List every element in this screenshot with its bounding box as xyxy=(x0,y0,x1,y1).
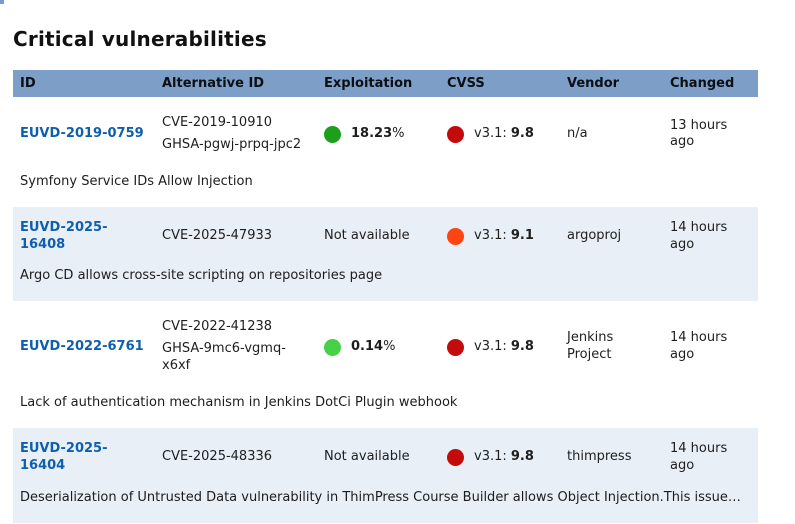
table-row: EUVD-2019-0759 CVE-2019-10910 GHSA-pgwj-… xyxy=(13,97,758,172)
vulnerability-id-link[interactable]: EUVD-2022-6761 xyxy=(20,338,144,354)
alt-id: GHSA-pgwj-prpq-jpc2 xyxy=(162,136,302,152)
description-row: Argo CD allows cross-site scripting on r… xyxy=(13,266,758,302)
column-header-vendor: Vendor xyxy=(560,70,663,97)
column-header-exploitation: Exploitation xyxy=(317,70,440,97)
table-row: EUVD-2025-16408 CVE-2025-47933 Not avail… xyxy=(13,206,758,267)
exploitation-cell: Not available xyxy=(317,427,440,488)
alternative-id-cell: CVE-2019-10910 GHSA-pgwj-prpq-jpc2 xyxy=(155,97,317,172)
vulnerability-description: Symfony Service IDs Allow Injection xyxy=(20,173,253,189)
id-cell: EUVD-2019-0759 xyxy=(13,97,155,172)
alt-id: CVE-2022-41238 xyxy=(162,319,273,335)
alt-id: CVE-2025-48336 xyxy=(162,449,273,465)
cvss-cell: v3.1: 9.8 xyxy=(440,97,560,172)
alt-id: CVE-2025-47933 xyxy=(162,228,273,244)
vendor-cell: argoproj xyxy=(560,206,663,267)
vendor-cell: Jenkins Project xyxy=(567,330,614,363)
alt-id: CVE-2019-10910 xyxy=(162,115,273,130)
exploitation-dot-icon xyxy=(324,125,341,143)
vulnerability-description: Deserialization of Untrusted Data vulner… xyxy=(13,487,758,523)
exploitation-not-available: Not available xyxy=(324,228,410,244)
exploitation-dot-icon xyxy=(324,338,341,356)
table-row: EUVD-2025-16404 CVE-2025-48336 Not avail… xyxy=(13,427,758,488)
column-header-changed: Changed xyxy=(663,70,758,97)
table-row: EUVD-2022-6761 CVE-2022-41238 GHSA-9mc6-… xyxy=(13,301,758,393)
cvss-severity-dot-icon xyxy=(447,125,464,143)
column-header-id: ID xyxy=(13,70,155,97)
exploitation-percent: 18.23% xyxy=(351,125,405,141)
cvss-cell: v3.1: 9.1 xyxy=(440,206,560,267)
exploitation-cell: 18.23% xyxy=(317,97,440,172)
vendor-cell: thimpress xyxy=(560,427,663,488)
description-row: Symfony Service IDs Allow Injection xyxy=(13,172,758,207)
exploitation-percent: 0.14% xyxy=(351,338,396,354)
alt-id: GHSA-9mc6-vgmq-x6xf xyxy=(162,341,286,374)
changed-cell: 13 hours ago xyxy=(670,117,728,150)
changed-cell: 14 hours ago xyxy=(663,206,758,267)
id-cell: EUVD-2022-6761 xyxy=(13,301,155,393)
cvss-score: v3.1: 9.8 xyxy=(474,449,534,465)
corner-artifact xyxy=(0,0,4,4)
vulnerability-description: Argo CD allows cross-site scripting on r… xyxy=(13,266,758,302)
description-row: Lack of authentication mechanism in Jenk… xyxy=(13,393,758,428)
table-header: ID Alternative ID Exploitation CVSS Vend… xyxy=(13,70,758,97)
exploitation-not-available: Not available xyxy=(324,449,410,465)
cvss-cell: v3.1: 9.8 xyxy=(440,301,560,393)
vulnerability-description: Lack of authentication mechanism in Jenk… xyxy=(20,395,458,411)
alternative-id-cell: CVE-2025-47933 xyxy=(155,206,317,267)
changed-cell: 14 hours ago xyxy=(670,330,728,363)
description-row: Deserialization of Untrusted Data vulner… xyxy=(13,487,758,523)
id-cell: EUVD-2025-16408 xyxy=(13,206,155,267)
page-title: Critical vulnerabilities xyxy=(13,27,267,51)
cvss-severity-dot-icon xyxy=(447,228,464,246)
vulnerability-id-link[interactable]: EUVD-2019-0759 xyxy=(20,125,144,141)
vulnerabilities-table: ID Alternative ID Exploitation CVSS Vend… xyxy=(13,70,758,523)
alternative-id-cell: CVE-2022-41238 GHSA-9mc6-vgmq-x6xf xyxy=(155,301,317,393)
changed-cell: 14 hours ago xyxy=(663,427,758,488)
cvss-score: v3.1: 9.1 xyxy=(474,228,534,244)
column-header-cvss: CVSS xyxy=(440,70,560,97)
exploitation-cell: Not available xyxy=(317,206,440,267)
cvss-score: v3.1: 9.8 xyxy=(474,338,534,354)
id-cell: EUVD-2025-16404 xyxy=(13,427,155,488)
cvss-severity-dot-icon xyxy=(447,449,464,467)
cvss-cell: v3.1: 9.8 xyxy=(440,427,560,488)
vendor-cell: n/a xyxy=(567,125,588,141)
critical-vulnerabilities-panel: Critical vulnerabilities ID Alternative … xyxy=(0,27,795,523)
alternative-id-cell: CVE-2025-48336 xyxy=(155,427,317,488)
vulnerability-id-link[interactable]: EUVD-2025-16404 xyxy=(20,440,108,473)
exploitation-cell: 0.14% xyxy=(317,301,440,393)
cvss-severity-dot-icon xyxy=(447,338,464,356)
column-header-alternative-id: Alternative ID xyxy=(155,70,317,97)
cvss-score: v3.1: 9.8 xyxy=(474,125,534,141)
vulnerability-id-link[interactable]: EUVD-2025-16408 xyxy=(20,219,108,252)
